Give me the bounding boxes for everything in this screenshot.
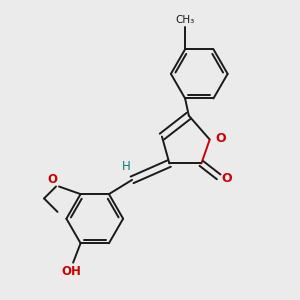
Text: H: H (122, 160, 131, 173)
Text: CH₃: CH₃ (176, 15, 195, 26)
Text: O: O (47, 172, 58, 186)
Text: OH: OH (62, 265, 82, 278)
Text: O: O (222, 172, 232, 185)
Text: O: O (215, 132, 226, 145)
